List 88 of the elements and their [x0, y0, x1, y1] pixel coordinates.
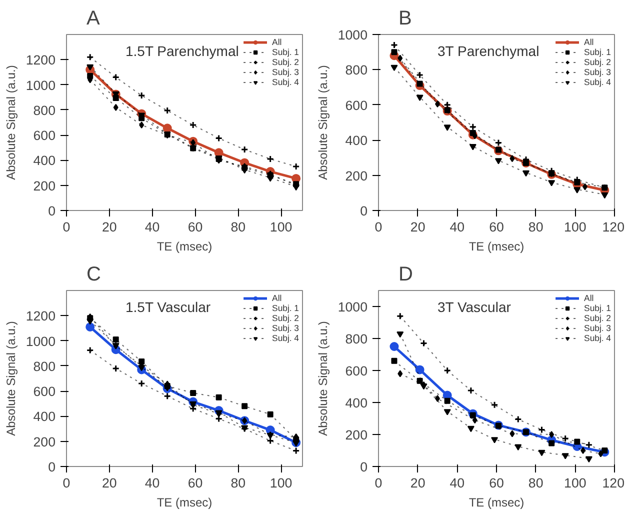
- legend-label: All: [272, 37, 283, 47]
- y-tick-label: 800: [345, 332, 368, 346]
- annotation: 1.5T Vascular: [126, 299, 211, 316]
- x-tick-label: 0: [374, 220, 382, 234]
- y-axis-title: Absolute Signal (a.u.): [4, 321, 18, 436]
- y-tick-label: 600: [345, 98, 368, 113]
- y-axis-title: Absolute Signal (a.u.): [4, 65, 18, 180]
- legend-label: Subj. 1: [584, 47, 611, 57]
- x-tick-label: 20: [102, 476, 117, 490]
- x-tick-label: 80: [230, 476, 246, 490]
- legend-label: All: [584, 37, 595, 47]
- y-tick-label: 200: [345, 428, 368, 442]
- x-tick-label: 100: [564, 220, 586, 234]
- y-tick-label: 1000: [26, 334, 56, 349]
- x-tick-label: 0: [62, 476, 70, 490]
- annotation: 3T Parenchymal: [438, 43, 540, 60]
- y-tick-label: 0: [48, 204, 56, 218]
- chart-title: A: [86, 8, 100, 30]
- y-tick-label: 800: [345, 62, 368, 78]
- x-axis-title: TE (msec): [468, 240, 524, 254]
- chart-title: C: [86, 264, 101, 286]
- x-tick-label: 100: [270, 476, 292, 490]
- y-tick-label: 200: [33, 178, 56, 194]
- y-tick-label: 1000: [26, 78, 56, 93]
- y-tick-label: 1200: [26, 308, 56, 324]
- legend-label: Subj. 2: [584, 313, 611, 323]
- x-tick-label: 60: [489, 476, 504, 490]
- legend-label: Subj. 1: [272, 303, 299, 313]
- x-tick-label: 40: [144, 220, 160, 234]
- x-tick-label: 60: [188, 220, 203, 234]
- x-tick-label: 0: [374, 476, 382, 490]
- legend-label: All: [272, 293, 283, 303]
- y-tick-label: 0: [360, 460, 368, 474]
- x-tick-label: 40: [144, 476, 160, 490]
- legend-label: Subj. 4: [584, 77, 611, 87]
- x-tick-label: 20: [410, 220, 426, 234]
- y-tick-label: 1200: [26, 52, 56, 68]
- y-tick-label: 600: [345, 364, 368, 378]
- legend-label: Subj. 1: [584, 303, 611, 313]
- legend-label: Subj. 2: [584, 57, 611, 67]
- y-tick-label: 600: [33, 384, 56, 400]
- x-tick-label: 60: [188, 476, 203, 490]
- legend-label: Subj. 4: [584, 333, 611, 343]
- y-tick-label: 600: [33, 128, 56, 144]
- legend-label: Subj. 3: [272, 67, 299, 77]
- x-tick-label: 40: [450, 476, 465, 490]
- annotation: 3T Vascular: [438, 299, 512, 316]
- x-tick-label: 60: [489, 220, 504, 234]
- x-axis-title: TE (msec): [468, 496, 524, 510]
- y-axis-title: Absolute Signal (a.u.): [316, 321, 330, 436]
- x-tick-label: 80: [528, 476, 544, 490]
- y-tick-label: 200: [345, 168, 368, 184]
- x-tick-label: 100: [564, 476, 586, 490]
- y-tick-label: 800: [33, 358, 56, 374]
- y-tick-label: 1000: [338, 300, 368, 314]
- legend-label: Subj. 3: [272, 323, 299, 333]
- y-tick-label: 200: [33, 434, 56, 450]
- x-tick-label: 20: [102, 220, 117, 234]
- legend-label: Subj. 3: [584, 323, 611, 333]
- x-tick-label: 120: [602, 476, 625, 490]
- x-tick-label: 120: [602, 220, 625, 234]
- annotation: 1.5T Parenchymal: [126, 43, 239, 60]
- x-tick-label: 80: [528, 220, 544, 234]
- y-tick-label: 0: [48, 460, 56, 474]
- x-axis-title: TE (msec): [156, 496, 212, 510]
- y-tick-label: 1000: [338, 28, 368, 42]
- x-tick-label: 100: [270, 220, 292, 234]
- y-axis-title: Absolute Signal (a.u.): [316, 65, 330, 180]
- x-axis-title: TE (msec): [156, 240, 212, 254]
- legend-label: Subj. 2: [272, 313, 299, 323]
- legend-label: Subj. 3: [584, 67, 611, 77]
- legend-label: Subj. 4: [272, 333, 299, 343]
- legend-label: All: [584, 293, 595, 303]
- y-tick-label: 400: [33, 409, 56, 424]
- y-tick-label: 800: [33, 102, 56, 118]
- chart-title: D: [398, 264, 413, 286]
- y-tick-label: 400: [345, 133, 368, 148]
- x-tick-label: 0: [62, 220, 70, 234]
- legend-label: Subj. 4: [272, 77, 299, 87]
- y-tick-label: 400: [33, 153, 56, 168]
- chart-title: B: [398, 8, 412, 30]
- y-tick-label: 0: [360, 204, 368, 218]
- y-tick-label: 400: [345, 396, 368, 410]
- legend-label: Subj. 1: [272, 47, 299, 57]
- x-tick-label: 20: [410, 476, 426, 490]
- legend-label: Subj. 2: [272, 57, 299, 67]
- x-tick-label: 40: [450, 220, 465, 234]
- x-tick-label: 80: [230, 220, 246, 234]
